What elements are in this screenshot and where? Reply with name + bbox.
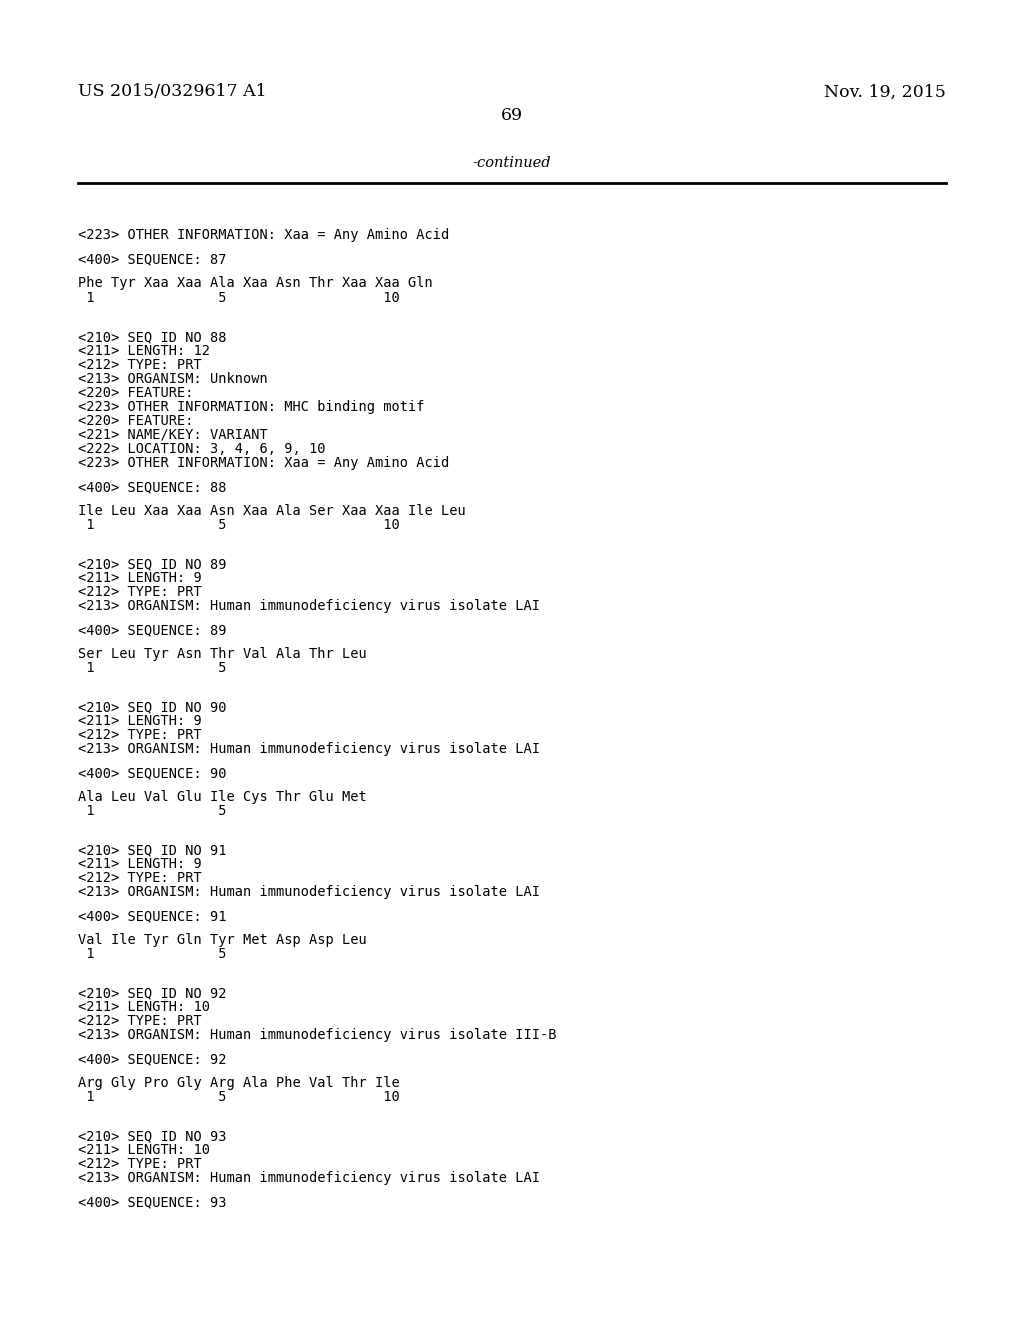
Text: Phe Tyr Xaa Xaa Ala Xaa Asn Thr Xaa Xaa Gln: Phe Tyr Xaa Xaa Ala Xaa Asn Thr Xaa Xaa … (78, 276, 433, 290)
Text: <210> SEQ ID NO 89: <210> SEQ ID NO 89 (78, 557, 226, 572)
Text: Ala Leu Val Glu Ile Cys Thr Glu Met: Ala Leu Val Glu Ile Cys Thr Glu Met (78, 789, 367, 804)
Text: <212> TYPE: PRT: <212> TYPE: PRT (78, 871, 202, 884)
Text: Nov. 19, 2015: Nov. 19, 2015 (824, 83, 946, 100)
Text: <223> OTHER INFORMATION: Xaa = Any Amino Acid: <223> OTHER INFORMATION: Xaa = Any Amino… (78, 455, 450, 470)
Text: 1               5: 1 5 (78, 804, 226, 818)
Text: <400> SEQUENCE: 89: <400> SEQUENCE: 89 (78, 623, 226, 638)
Text: <400> SEQUENCE: 90: <400> SEQUENCE: 90 (78, 766, 226, 780)
Text: <210> SEQ ID NO 93: <210> SEQ ID NO 93 (78, 1129, 226, 1143)
Text: -continued: -continued (473, 156, 551, 170)
Text: <211> LENGTH: 10: <211> LENGTH: 10 (78, 1001, 210, 1014)
Text: <400> SEQUENCE: 92: <400> SEQUENCE: 92 (78, 1052, 226, 1067)
Text: <211> LENGTH: 12: <211> LENGTH: 12 (78, 345, 210, 358)
Text: <213> ORGANISM: Human immunodeficiency virus isolate LAI: <213> ORGANISM: Human immunodeficiency v… (78, 742, 540, 756)
Text: <210> SEQ ID NO 92: <210> SEQ ID NO 92 (78, 986, 226, 1001)
Text: <212> TYPE: PRT: <212> TYPE: PRT (78, 358, 202, 372)
Text: Ile Leu Xaa Xaa Asn Xaa Ala Ser Xaa Xaa Ile Leu: Ile Leu Xaa Xaa Asn Xaa Ala Ser Xaa Xaa … (78, 504, 466, 517)
Text: 1               5                   10: 1 5 10 (78, 517, 399, 532)
Text: <213> ORGANISM: Human immunodeficiency virus isolate LAI: <213> ORGANISM: Human immunodeficiency v… (78, 884, 540, 899)
Text: <213> ORGANISM: Human immunodeficiency virus isolate LAI: <213> ORGANISM: Human immunodeficiency v… (78, 1171, 540, 1185)
Text: <221> NAME/KEY: VARIANT: <221> NAME/KEY: VARIANT (78, 428, 267, 442)
Text: <220> FEATURE:: <220> FEATURE: (78, 414, 194, 428)
Text: Val Ile Tyr Gln Tyr Met Asp Asp Leu: Val Ile Tyr Gln Tyr Met Asp Asp Leu (78, 933, 367, 946)
Text: <400> SEQUENCE: 93: <400> SEQUENCE: 93 (78, 1195, 226, 1209)
Text: <211> LENGTH: 9: <211> LENGTH: 9 (78, 572, 202, 585)
Text: 1               5: 1 5 (78, 661, 226, 675)
Text: <212> TYPE: PRT: <212> TYPE: PRT (78, 1014, 202, 1028)
Text: <213> ORGANISM: Unknown: <213> ORGANISM: Unknown (78, 372, 267, 385)
Text: <220> FEATURE:: <220> FEATURE: (78, 385, 194, 400)
Text: <400> SEQUENCE: 88: <400> SEQUENCE: 88 (78, 480, 226, 494)
Text: <213> ORGANISM: Human immunodeficiency virus isolate LAI: <213> ORGANISM: Human immunodeficiency v… (78, 599, 540, 612)
Text: <210> SEQ ID NO 88: <210> SEQ ID NO 88 (78, 330, 226, 345)
Text: <223> OTHER INFORMATION: MHC binding motif: <223> OTHER INFORMATION: MHC binding mot… (78, 400, 425, 414)
Text: 1               5                   10: 1 5 10 (78, 1090, 399, 1104)
Text: 69: 69 (501, 107, 523, 124)
Text: <211> LENGTH: 9: <211> LENGTH: 9 (78, 714, 202, 729)
Text: <211> LENGTH: 9: <211> LENGTH: 9 (78, 857, 202, 871)
Text: <400> SEQUENCE: 87: <400> SEQUENCE: 87 (78, 252, 226, 267)
Text: Arg Gly Pro Gly Arg Ala Phe Val Thr Ile: Arg Gly Pro Gly Arg Ala Phe Val Thr Ile (78, 1076, 399, 1090)
Text: <400> SEQUENCE: 91: <400> SEQUENCE: 91 (78, 909, 226, 923)
Text: Ser Leu Tyr Asn Thr Val Ala Thr Leu: Ser Leu Tyr Asn Thr Val Ala Thr Leu (78, 647, 367, 661)
Text: <213> ORGANISM: Human immunodeficiency virus isolate III-B: <213> ORGANISM: Human immunodeficiency v… (78, 1028, 556, 1041)
Text: US 2015/0329617 A1: US 2015/0329617 A1 (78, 83, 266, 100)
Text: 1               5                   10: 1 5 10 (78, 290, 399, 305)
Text: <212> TYPE: PRT: <212> TYPE: PRT (78, 729, 202, 742)
Text: <222> LOCATION: 3, 4, 6, 9, 10: <222> LOCATION: 3, 4, 6, 9, 10 (78, 442, 326, 455)
Text: <210> SEQ ID NO 90: <210> SEQ ID NO 90 (78, 700, 226, 714)
Text: <211> LENGTH: 10: <211> LENGTH: 10 (78, 1143, 210, 1158)
Text: <212> TYPE: PRT: <212> TYPE: PRT (78, 1158, 202, 1171)
Text: <212> TYPE: PRT: <212> TYPE: PRT (78, 585, 202, 599)
Text: <210> SEQ ID NO 91: <210> SEQ ID NO 91 (78, 843, 226, 857)
Text: 1               5: 1 5 (78, 946, 226, 961)
Text: <223> OTHER INFORMATION: Xaa = Any Amino Acid: <223> OTHER INFORMATION: Xaa = Any Amino… (78, 228, 450, 242)
